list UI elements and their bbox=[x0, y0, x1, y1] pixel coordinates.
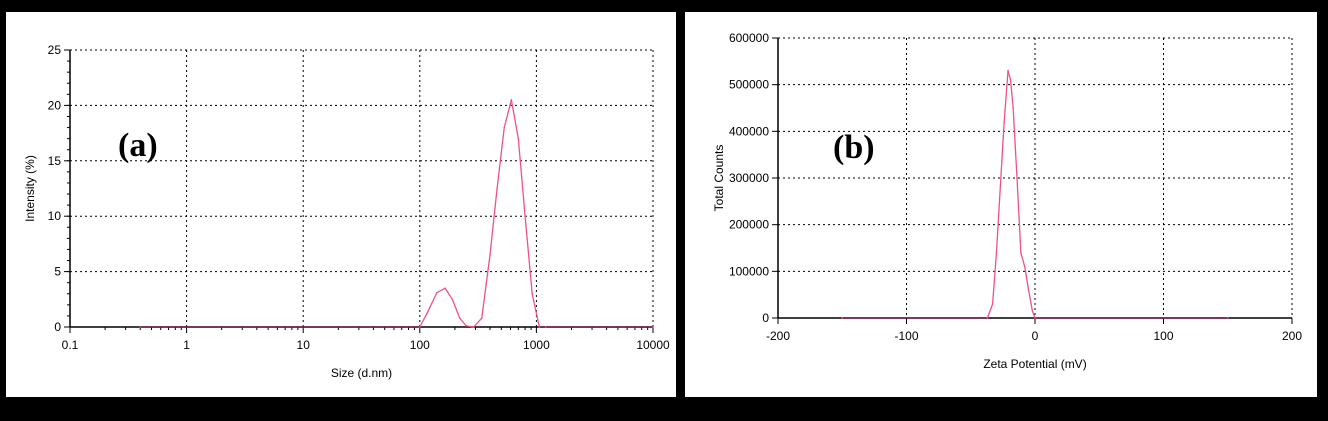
series-line-segment bbox=[995, 187, 1001, 253]
data-point bbox=[1031, 310, 1034, 312]
data-point bbox=[451, 298, 454, 301]
y-tick-label: 25 bbox=[48, 43, 62, 57]
data-point bbox=[1023, 265, 1026, 268]
series-line-segment bbox=[517, 138, 526, 217]
series-line-segment bbox=[444, 287, 453, 300]
data-point bbox=[1027, 289, 1030, 291]
x-tick-label: -100 bbox=[894, 329, 918, 343]
y-axis-title: Total Counts bbox=[712, 145, 726, 212]
series-line-segment bbox=[481, 254, 491, 319]
data-point bbox=[139, 326, 142, 328]
series-line-segment bbox=[510, 99, 519, 139]
series-line-segment bbox=[459, 317, 467, 327]
series-line-segment bbox=[1024, 266, 1030, 291]
data-point bbox=[510, 99, 513, 101]
y-tick-label: 10 bbox=[48, 209, 62, 223]
x-tick-label: 0.1 bbox=[62, 338, 79, 352]
y-tick-label: 600000 bbox=[729, 31, 769, 45]
y-tick-label: 300000 bbox=[729, 171, 769, 185]
chart-panel-a: 0.1 1 10 100 1000 10000 0 5 10 15 20 25 Size (d.nm) I… bbox=[6, 12, 676, 397]
x-tick-label: 200 bbox=[1282, 329, 1302, 343]
data-point bbox=[472, 326, 475, 328]
series-line-segment bbox=[419, 313, 428, 328]
data-point bbox=[436, 291, 438, 294]
data-point bbox=[1003, 121, 1005, 123]
zeta-potential-chart: -200 -100 0 100 200 0 100000 200000 300000 400000… bbox=[712, 31, 1302, 371]
data-point bbox=[480, 317, 483, 319]
x-tick-label: 100 bbox=[410, 338, 430, 352]
data-point bbox=[1020, 251, 1022, 254]
data-point bbox=[489, 254, 491, 256]
series-line-segment bbox=[1007, 70, 1012, 81]
data-point bbox=[419, 326, 421, 328]
data-point bbox=[1009, 79, 1012, 81]
series-line-segment bbox=[503, 99, 512, 128]
series-line-segment bbox=[436, 287, 446, 294]
x-axis-title: Size (d.nm) bbox=[331, 366, 392, 380]
series-line-segment bbox=[531, 293, 540, 328]
data-point bbox=[544, 326, 547, 328]
panel-label: (a) bbox=[118, 127, 158, 164]
y-tick-label: 100000 bbox=[729, 264, 769, 278]
series-line-segment bbox=[1003, 70, 1009, 123]
series-line-segment bbox=[1016, 177, 1022, 253]
data-point bbox=[652, 326, 654, 328]
series-line-segment bbox=[496, 127, 505, 189]
data-point bbox=[538, 326, 541, 328]
series-line-segment bbox=[1009, 79, 1014, 109]
x-tick-label: 10 bbox=[297, 338, 311, 352]
y-tick-label: 0 bbox=[762, 311, 769, 325]
x-tick-label: 1000 bbox=[523, 338, 550, 352]
data-point bbox=[1016, 177, 1018, 179]
y-tick-label: 20 bbox=[48, 98, 62, 112]
series-line-segment bbox=[451, 299, 461, 319]
x-tick-label: 100 bbox=[1153, 329, 1173, 343]
data-point bbox=[517, 137, 520, 140]
y-tick-label: 200000 bbox=[729, 218, 769, 232]
data-point bbox=[986, 317, 989, 319]
data-point bbox=[458, 317, 461, 319]
y-tick-label: 15 bbox=[48, 154, 62, 168]
data-point bbox=[503, 126, 506, 129]
series-line-segment bbox=[986, 303, 994, 319]
series-line-segment bbox=[1027, 289, 1034, 312]
x-tick-label: 0 bbox=[1032, 329, 1039, 343]
x-axis-title: Zeta Potential (mV) bbox=[983, 357, 1086, 371]
y-tick-label: 5 bbox=[54, 265, 61, 279]
x-tick-label: 1 bbox=[183, 338, 190, 352]
series-line-segment bbox=[1012, 107, 1018, 179]
data-point bbox=[444, 287, 446, 290]
y-tick-label: 0 bbox=[54, 320, 61, 334]
series-line-segment bbox=[489, 188, 498, 256]
data-point bbox=[496, 187, 498, 190]
data-point bbox=[524, 215, 526, 217]
data-point bbox=[1034, 317, 1036, 319]
series-line-segment bbox=[1031, 310, 1036, 319]
series-line-segment bbox=[466, 325, 474, 328]
y-tick-label: 400000 bbox=[729, 124, 769, 138]
chart-panel-b: -200 -100 0 100 200 0 100000 200000 300000 400000… bbox=[685, 12, 1317, 397]
x-tick-label: -200 bbox=[766, 329, 790, 343]
series-line-segment bbox=[473, 317, 483, 328]
series-line-segment bbox=[524, 216, 533, 294]
series-line-segment bbox=[426, 292, 438, 314]
data-point bbox=[841, 317, 844, 319]
data-point bbox=[991, 303, 994, 305]
data-point bbox=[465, 325, 467, 327]
data-point bbox=[1226, 317, 1229, 319]
panel-label: (b) bbox=[833, 129, 875, 166]
intensity-size-chart: 0.1 1 10 100 1000 10000 0 5 10 15 20 25 Size (d.nm) I… bbox=[23, 43, 670, 380]
data-point bbox=[1012, 107, 1014, 109]
data-point bbox=[426, 312, 428, 315]
y-axis-title: Intensity (%) bbox=[23, 155, 37, 222]
series-line-segment bbox=[1020, 252, 1026, 267]
x-tick-label: 10000 bbox=[636, 338, 670, 352]
data-point bbox=[531, 292, 533, 295]
y-tick-label: 500000 bbox=[729, 78, 769, 92]
data-point bbox=[1007, 69, 1009, 72]
series-line-segment bbox=[999, 121, 1005, 188]
data-point bbox=[999, 186, 1002, 189]
series-line-segment bbox=[991, 252, 998, 305]
data-point bbox=[995, 251, 998, 254]
